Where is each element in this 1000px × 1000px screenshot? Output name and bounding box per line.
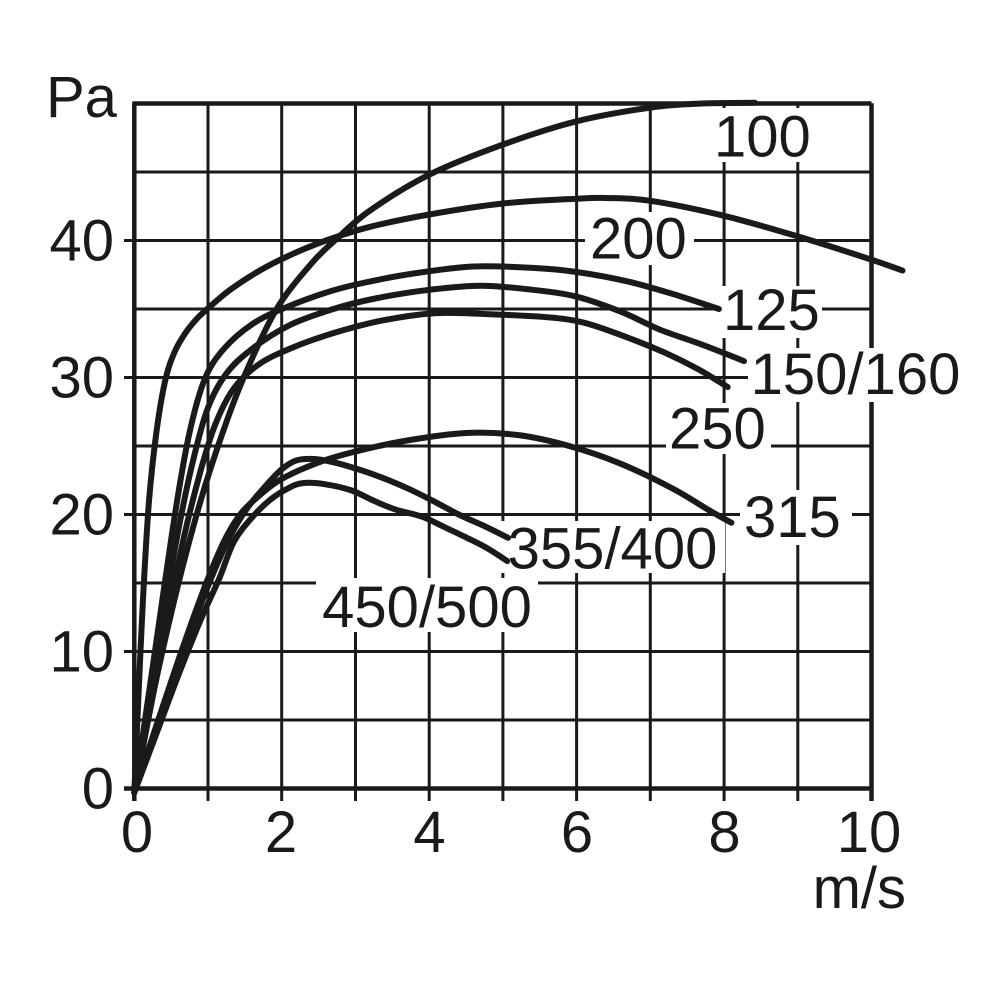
- svg-text:0: 0: [121, 800, 153, 865]
- svg-text:20: 20: [49, 483, 114, 548]
- svg-text:315: 315: [744, 485, 841, 550]
- svg-text:2: 2: [265, 800, 297, 865]
- svg-text:250: 250: [669, 397, 766, 462]
- svg-text:125: 125: [723, 278, 820, 343]
- svg-text:Pa: Pa: [46, 65, 118, 130]
- svg-text:6: 6: [561, 800, 593, 865]
- svg-text:0: 0: [82, 757, 114, 822]
- svg-text:10: 10: [837, 800, 902, 865]
- svg-text:4: 4: [413, 800, 445, 865]
- svg-text:450/500: 450/500: [322, 575, 532, 640]
- svg-text:40: 40: [49, 209, 114, 274]
- svg-text:30: 30: [49, 346, 114, 411]
- svg-text:150/160: 150/160: [751, 342, 961, 407]
- svg-text:10: 10: [49, 620, 114, 685]
- svg-text:100: 100: [714, 105, 811, 170]
- svg-text:355/400: 355/400: [508, 517, 718, 582]
- svg-text:m/s: m/s: [813, 856, 906, 921]
- svg-text:200: 200: [590, 207, 687, 272]
- svg-text:8: 8: [708, 800, 740, 865]
